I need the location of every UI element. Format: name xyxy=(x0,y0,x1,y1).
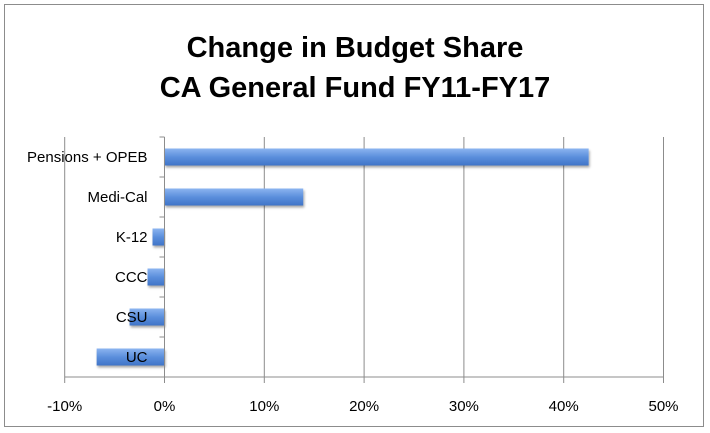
category-label: CSU xyxy=(116,309,148,326)
chart-title-line-2: CA General Fund FY11-FY17 xyxy=(159,72,551,104)
x-tick-label: 30% xyxy=(449,398,479,415)
x-tick-label: 40% xyxy=(549,398,579,415)
bar-ccc xyxy=(147,268,165,286)
bar-k-12 xyxy=(152,228,165,246)
category-label: CCC xyxy=(115,269,148,286)
x-tick-label: 10% xyxy=(249,398,279,415)
category-label: Medi-Cal xyxy=(87,189,147,206)
bar-pensions-opeb xyxy=(164,148,589,166)
category-label: UC xyxy=(126,349,148,366)
bar-medi-cal xyxy=(164,188,304,206)
x-tick-label: 50% xyxy=(648,398,678,415)
category-label: Pensions + OPEB xyxy=(27,149,147,166)
chart-title-line-1: Change in Budget Share xyxy=(186,32,524,64)
x-tick-label: -10% xyxy=(47,398,82,415)
x-tick-label: 20% xyxy=(349,398,379,415)
bar-uc xyxy=(96,348,165,366)
x-tick-label: 0% xyxy=(154,398,176,415)
bar-csu xyxy=(129,308,165,326)
category-label: K-12 xyxy=(116,229,148,246)
chart-frame xyxy=(4,4,704,427)
